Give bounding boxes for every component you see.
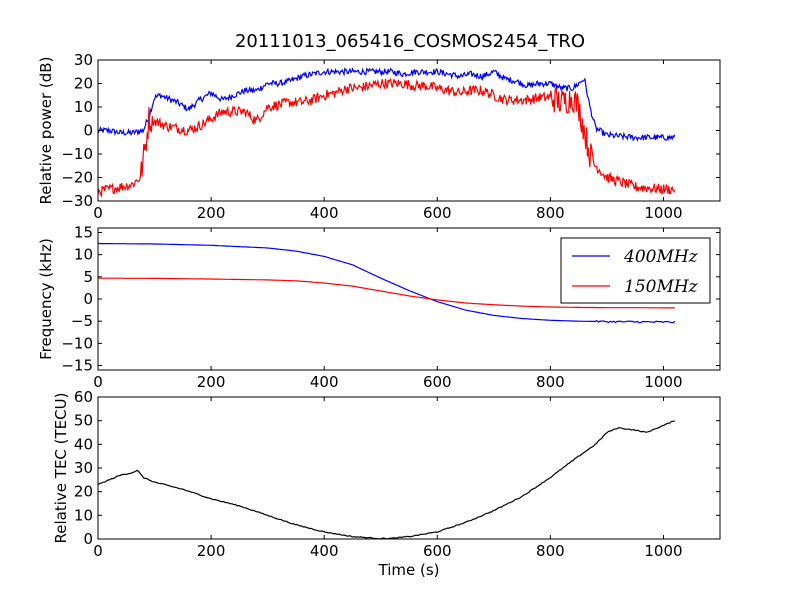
y-tick-label: 60 — [74, 388, 93, 406]
legend: 400MHz 150MHz — [560, 237, 711, 304]
y-tick-label: −30 — [61, 192, 93, 210]
y-tick-label: −20 — [61, 169, 93, 187]
y-tick-label: 0 — [83, 122, 93, 140]
panel-2: 0 200 400 600 800 1000 15 10 5 0 −5 −10 −15 Frequency… — [37, 223, 721, 391]
y-tick-label: 10 — [74, 246, 93, 264]
x-tick-label: 0 — [93, 542, 103, 560]
series-line-1-1 — [98, 67, 676, 142]
x-axis-label: Time (s) — [378, 561, 440, 579]
x-tick-label: 600 — [423, 373, 452, 391]
y-tick-label: −15 — [61, 357, 93, 375]
y-tick-label: 0 — [83, 290, 93, 308]
y-tick-label: 0 — [83, 530, 93, 548]
x-tick-label: 1000 — [644, 204, 682, 222]
y-tick-label: 40 — [74, 435, 93, 453]
y-tick-label: −10 — [61, 334, 93, 352]
x-tick-label: 1000 — [644, 373, 682, 391]
legend-entry: 150MHz — [624, 277, 699, 297]
x-tick-label: 1000 — [644, 542, 682, 560]
x-tick-label: 800 — [536, 542, 565, 560]
series-line-1-2 — [98, 77, 676, 199]
y-tick-label: 30 — [74, 51, 93, 69]
y-tick-label: −5 — [71, 312, 93, 330]
x-tick-label: 200 — [197, 373, 226, 391]
y-axis-label: Frequency (kHz) — [37, 238, 55, 360]
x-tick-label: 800 — [536, 373, 565, 391]
series-line-2-2 — [98, 277, 675, 309]
y-tick-label: 20 — [74, 75, 93, 93]
legend-box — [560, 237, 711, 304]
y-tick-label: 20 — [74, 483, 93, 501]
series-line-2-1 — [98, 242, 676, 324]
y-tick-label: 50 — [74, 412, 93, 430]
y-tick-label: 5 — [83, 268, 93, 286]
y-tick-label: 10 — [74, 98, 93, 116]
y-axis-label: Relative TEC (TECU) — [52, 393, 70, 544]
y-tick-label: 30 — [74, 459, 93, 477]
x-tick-label: 0 — [93, 373, 103, 391]
panel-1: 0 200 400 600 800 1000 30 20 10 0 −10 −20 −30 Relativ… — [37, 51, 721, 222]
y-axis-label: Relative power (dB) — [37, 57, 55, 205]
x-tick-label: 400 — [310, 373, 339, 391]
chart-title: 20111013_065416_COSMOS2454_TRO — [235, 31, 585, 52]
x-tick-label: 600 — [423, 542, 452, 560]
y-tick-label: 10 — [74, 506, 93, 524]
x-tick-label: 200 — [197, 204, 226, 222]
x-tick-label: 800 — [536, 204, 565, 222]
y-tick-label: 15 — [74, 223, 93, 241]
x-tick-label: 400 — [310, 542, 339, 560]
panels: 0 200 400 600 800 10003020100−10−20−30Relativ… — [37, 51, 721, 579]
y-tick-label: −10 — [61, 145, 93, 163]
legend-entry: 400MHz — [623, 247, 699, 267]
x-tick-label: 200 — [197, 542, 226, 560]
x-tick-label: 0 — [93, 204, 103, 222]
x-tick-label: 600 — [423, 204, 452, 222]
x-tick-label: 400 — [310, 204, 339, 222]
